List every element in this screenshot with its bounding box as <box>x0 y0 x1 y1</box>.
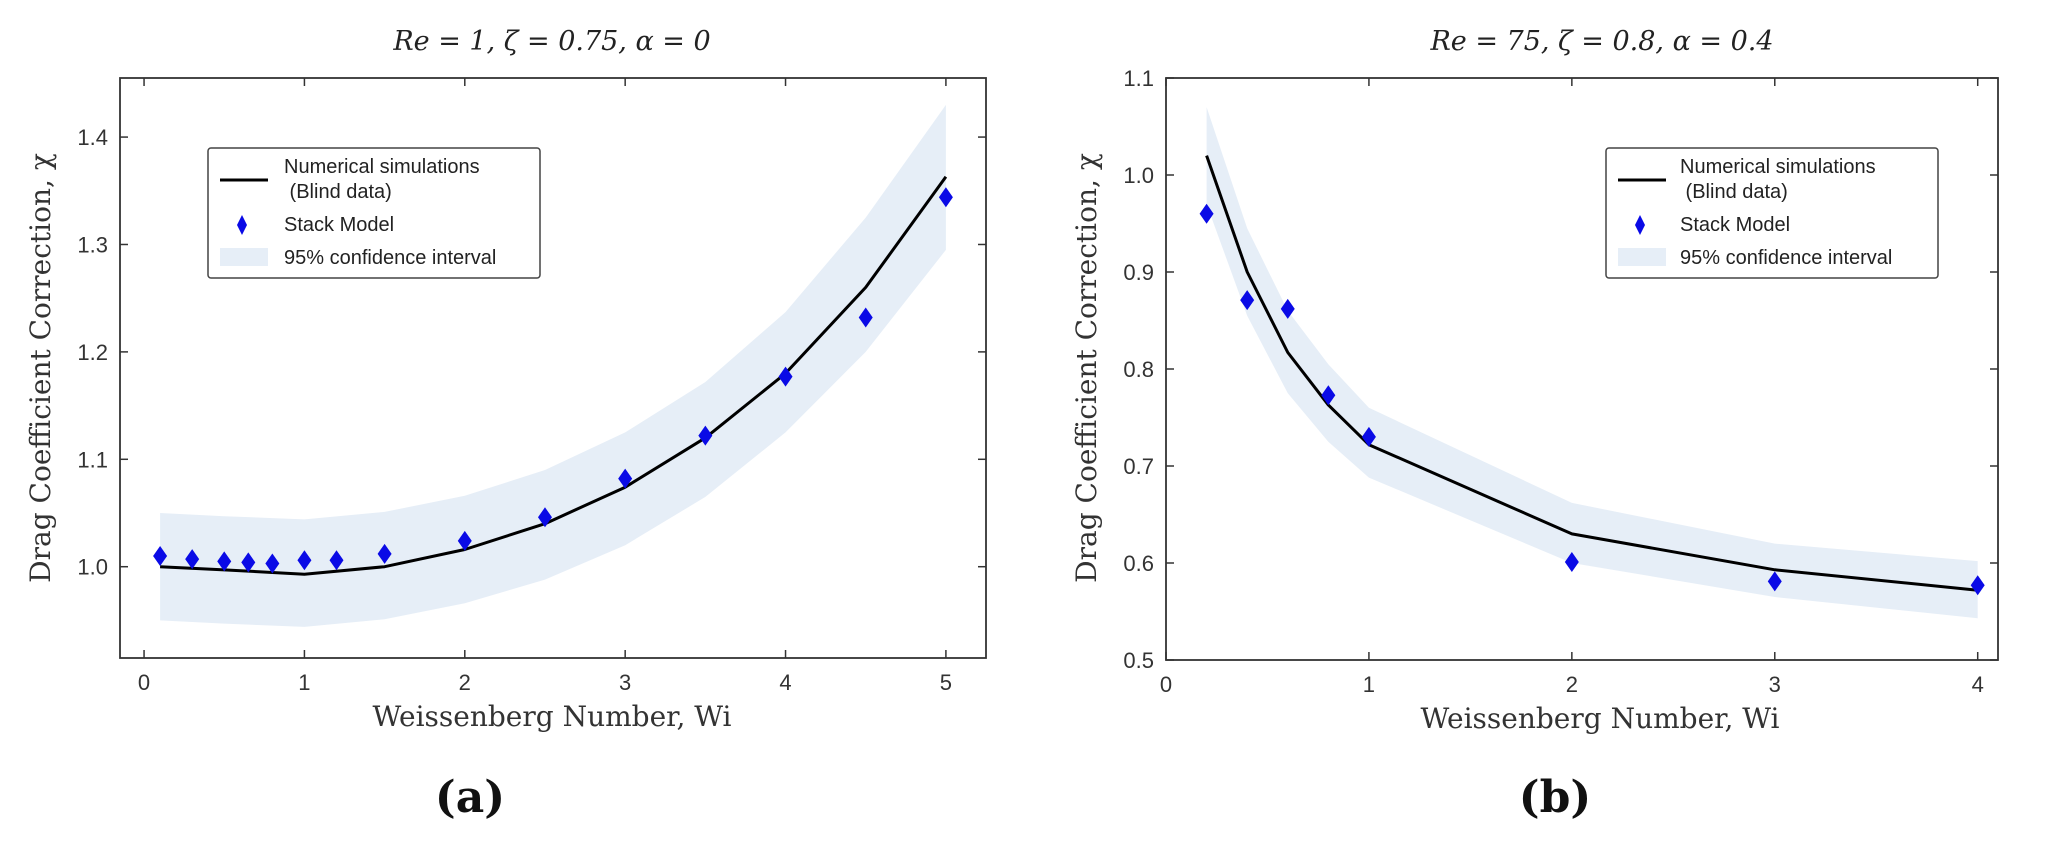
y-tick-label: 1.1 <box>1123 66 1154 91</box>
stack-model-point <box>537 507 552 528</box>
stack-model-point <box>698 425 713 446</box>
stack-model-point <box>241 552 256 573</box>
panel-a-legend-sim-sub: (Blind data) <box>284 181 392 203</box>
stack-model-point <box>153 545 168 566</box>
y-tick-label: 1.1 <box>77 447 108 472</box>
stack-model-point <box>1240 290 1255 311</box>
y-tick-label: 0.8 <box>1123 357 1154 382</box>
panel-a-legend-band-swatch <box>220 248 268 266</box>
panel-a-frame <box>119 77 987 659</box>
panel-b-xticks: 0 1 2 3 4 <box>1160 78 1984 697</box>
x-tick-label: 5 <box>940 670 952 695</box>
y-tick-label: 0.9 <box>1123 260 1154 285</box>
x-tick-label: 1 <box>298 670 310 695</box>
stack-model-point <box>297 550 312 571</box>
panel-b-label: (b) <box>1519 772 1591 823</box>
x-tick-label: 3 <box>619 670 631 695</box>
x-tick-label: 3 <box>1769 672 1781 697</box>
y-tick-label: 1.3 <box>77 232 108 257</box>
stack-model-point <box>1970 575 1985 596</box>
panel-b-legend-box <box>1605 147 1939 279</box>
panel-b-ylabel: Drag Coefficient Correction, χ <box>1070 153 1103 583</box>
y-tick-label: 1.2 <box>77 340 108 365</box>
panel-a-legend-ci: 95% confidence interval <box>284 247 496 269</box>
x-tick-label: 2 <box>459 670 471 695</box>
stack-model-point <box>1321 385 1336 406</box>
x-tick-label: 1 <box>1363 672 1375 697</box>
x-tick-label: 2 <box>1566 672 1578 697</box>
panel-a-xlabel: Weissenberg Number, Wi <box>373 700 732 733</box>
simulation-line <box>1205 155 1978 592</box>
panel-a-legend: Numerical simulations (Blind data) Stack… <box>207 147 541 279</box>
x-tick-label: 4 <box>1972 672 1984 697</box>
y-tick-label: 1.4 <box>77 125 108 150</box>
y-tick-label: 1.0 <box>77 555 108 580</box>
panel-b-legend-stack: Stack Model <box>1680 214 1790 236</box>
x-tick-label: 4 <box>779 670 791 695</box>
stack-model-point <box>618 468 633 489</box>
y-tick-label: 0.5 <box>1123 648 1154 673</box>
stack-model-point <box>1361 426 1376 447</box>
panel-a-xticks: 0 1 2 3 4 5 <box>138 78 952 695</box>
stack-model-point <box>1564 552 1579 573</box>
stack-model-point <box>1199 203 1214 224</box>
panel-a: Re = 1, ζ = 0.75, α = 0 0 1 2 3 4 5 1.0 1.1 1.2… <box>24 26 987 823</box>
panel-b-legend-band-swatch <box>1618 248 1666 266</box>
panel-a-legend-box <box>207 147 541 279</box>
y-tick-label: 1.0 <box>1123 163 1154 188</box>
panel-b-yticks: 0.5 0.6 0.7 0.8 0.9 1.0 1.1 <box>1123 66 1998 673</box>
panel-a-band-layer <box>160 104 946 627</box>
stack-model-point <box>377 543 392 564</box>
panel-a-label: (a) <box>435 772 505 823</box>
stack-model-point <box>938 187 953 208</box>
stack-model-point <box>185 549 200 570</box>
panel-b-legend-sim-sub: (Blind data) <box>1680 181 1788 203</box>
panel-b-legend: Numerical simulations (Blind data) Stack… <box>1605 147 1939 279</box>
panel-a-yticks: 1.0 1.1 1.2 1.3 1.4 <box>77 125 986 580</box>
panel-b-band-layer <box>1206 107 1978 619</box>
panel-a-title: Re = 1, ζ = 0.75, α = 0 <box>392 26 710 57</box>
stack-model-point <box>217 551 232 572</box>
panel-a-marker-layer <box>153 187 953 574</box>
confidence-band <box>160 104 946 627</box>
panel-b-title: Re = 75, ζ = 0.8, α = 0.4 <box>1429 26 1773 57</box>
stack-model-point <box>1767 571 1782 592</box>
stack-model-point <box>265 553 280 574</box>
stack-model-point <box>778 366 793 387</box>
stack-model-point <box>457 530 472 551</box>
panel-b-xlabel: Weissenberg Number, Wi <box>1421 702 1780 735</box>
stack-model-point <box>329 550 344 571</box>
confidence-band <box>1206 107 1978 619</box>
panel-b-legend-marker-swatch <box>1635 215 1645 235</box>
panel-b-marker-layer <box>1199 203 1985 596</box>
y-tick-label: 0.7 <box>1123 454 1154 479</box>
panel-b-line-layer <box>1205 155 1978 592</box>
panel-a-ylabel: Drag Coefficient Correction, χ <box>24 153 57 583</box>
x-tick-label: 0 <box>1160 672 1172 697</box>
panel-a-legend-stack: Stack Model <box>284 214 394 236</box>
panel-a-legend-marker-swatch <box>237 215 247 235</box>
panel-b-legend-sim: Numerical simulations <box>1680 156 1876 178</box>
y-tick-label: 0.6 <box>1123 551 1154 576</box>
stack-model-point <box>1280 298 1295 319</box>
stack-model-point <box>858 307 873 328</box>
x-tick-label: 0 <box>138 670 150 695</box>
panel-a-legend-sim: Numerical simulations <box>284 156 480 178</box>
panel-b-legend-ci: 95% confidence interval <box>1680 247 1892 269</box>
